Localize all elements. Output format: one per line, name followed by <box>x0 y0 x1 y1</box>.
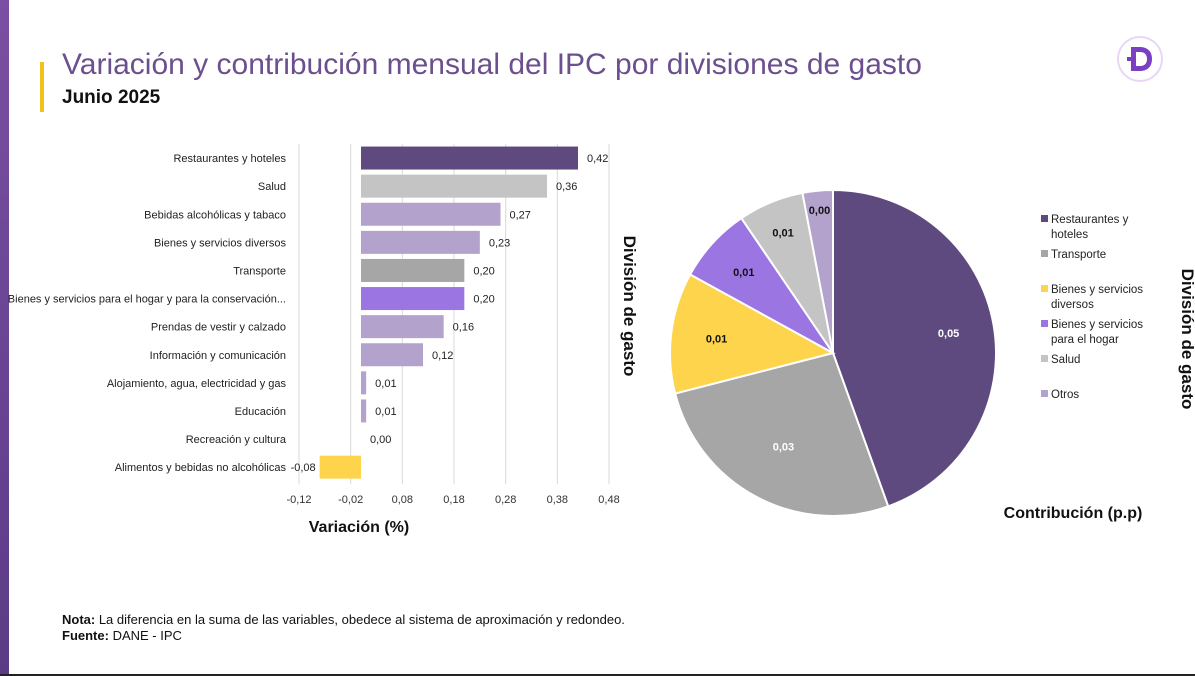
dane-d-logo-icon <box>1117 36 1163 82</box>
fuente-label: Fuente: <box>62 628 109 643</box>
pie-slices <box>669 188 997 517</box>
bar <box>319 455 361 479</box>
pie-chart-title: Contribución (p.p) <box>1004 505 1143 522</box>
pie-slice <box>801 188 834 354</box>
pie-slice <box>669 273 836 395</box>
legend-label: Restaurantes y hoteles <box>1051 214 1129 241</box>
page-subtitle: Junio 2025 <box>62 87 161 108</box>
bar-marks <box>319 146 578 479</box>
legend-label: Salud <box>1051 354 1080 366</box>
bar-value-label: -0,08 <box>291 462 316 474</box>
bar <box>361 174 547 198</box>
legend-label: Transporte <box>1051 249 1106 261</box>
bar-category-label: Información y comunicación <box>150 350 286 362</box>
bar-category-label: Alojamiento, agua, electricidad y gas <box>107 378 287 390</box>
bar-category-label: Recreación y cultura <box>186 434 287 446</box>
nota-text: La diferencia en la suma de las variable… <box>95 612 625 627</box>
fuente-text: DANE - IPC <box>108 628 182 643</box>
bar-x-tick-label: 0,28 <box>495 494 516 506</box>
nota-line: Nota: La diferencia en la suma de las va… <box>62 612 625 628</box>
pie-value-label: 0,03 <box>773 442 794 454</box>
bar <box>361 399 367 423</box>
bar-value-label: 0,36 <box>556 181 577 193</box>
title-accent-bar <box>40 62 44 112</box>
pie-slice <box>673 351 890 517</box>
legend-label: Bienes y servicios diversos <box>1051 284 1143 311</box>
pie-value-label: 0,01 <box>733 267 754 279</box>
legend-swatch <box>1041 320 1048 327</box>
legend-swatch <box>1041 285 1048 292</box>
bar-x-tick-label: -0,12 <box>286 494 311 506</box>
bar-value-label: 0,27 <box>510 209 531 221</box>
pie-value-label: 0,00 <box>809 205 830 217</box>
bar <box>361 287 465 311</box>
bar-value-label: 0,23 <box>489 237 510 249</box>
bar-value-label: 0,01 <box>375 406 396 418</box>
footnotes: Nota: La diferencia en la suma de las va… <box>62 612 625 644</box>
bar-category-label: Bebidas alcohólicas y tabaco <box>144 209 286 221</box>
bar-chart-variacion: Restaurantes y hoteles Salud Bebidas alcoh… <box>8 144 639 536</box>
bar <box>361 371 367 395</box>
bar-value-label: 0,00 <box>370 434 391 446</box>
bar-gridlines <box>298 144 610 485</box>
pie-value-label: 0,01 <box>706 333 727 345</box>
pie-legend: Restaurantes y hoteles Transporte Bienes y … <box>1041 214 1143 401</box>
bar <box>361 202 501 226</box>
pie-legend-title: División de gasto <box>1178 269 1195 410</box>
pie-value-label: 0,05 <box>938 328 959 340</box>
bar <box>361 315 444 339</box>
left-decorative-stripe <box>0 0 9 676</box>
bar-y-axis-label: División de gasto <box>620 236 639 377</box>
bottom-border <box>0 674 1195 676</box>
legend-swatch <box>1041 215 1048 222</box>
bar-x-tick-label: 0,38 <box>547 494 568 506</box>
bar-x-tick-label: 0,18 <box>443 494 464 506</box>
bar <box>361 343 423 367</box>
bar-category-label: Bienes y servicios diversos <box>154 237 287 249</box>
legend-swatch <box>1041 355 1048 362</box>
bar-value-label: 0,20 <box>473 265 494 277</box>
bar-value-label: 0,01 <box>375 378 396 390</box>
bar-category-label: Restaurantes y hoteles <box>173 153 286 165</box>
bar-x-tick-label: 0,48 <box>598 494 619 506</box>
fuente-line: Fuente: DANE - IPC <box>62 628 625 644</box>
pie-value-label: 0,01 <box>772 228 793 240</box>
bar-value-label: 0,20 <box>473 294 494 306</box>
bar-value-labels: 0,42 0,36 0,27 0,23 0,20 0,20 0,16 0,12 0,01 0,01… <box>291 153 609 474</box>
bar-category-label: Salud <box>258 181 286 193</box>
pie-slice <box>832 188 997 508</box>
bar <box>361 258 465 282</box>
nota-label: Nota: <box>62 612 96 627</box>
pie-value-labels: 0,05 0,03 0,01 0,01 0,01 0,00 <box>706 205 959 453</box>
bar-value-label: 0,42 <box>587 153 608 165</box>
page-title: Variación y contribución mensual del IPC… <box>62 48 922 81</box>
bar-x-tick-label: -0,02 <box>338 494 363 506</box>
legend-label: Otros <box>1051 389 1079 401</box>
bar-value-label: 0,16 <box>453 322 474 334</box>
bar-x-axis-label: Variación (%) <box>309 519 409 536</box>
bar-category-label: Prendas de vestir y calzado <box>151 322 286 334</box>
bar-category-label: Educación <box>235 406 286 418</box>
legend-label: Bienes y servicios para el hogar <box>1051 319 1143 346</box>
bar-category-labels: Restaurantes y hoteles Salud Bebidas alcoh… <box>8 153 287 474</box>
bar-category-label: Transporte <box>233 265 286 277</box>
bar <box>361 230 480 254</box>
legend-swatch <box>1041 250 1048 257</box>
bar-category-label: Alimentos y bebidas no alcohólicas <box>115 462 287 474</box>
legend-swatch <box>1041 390 1048 397</box>
bar-x-tick-label: 0,08 <box>392 494 413 506</box>
bar-value-label: 0,12 <box>432 350 453 362</box>
bar-x-tick-labels: -0,12 -0,02 0,08 0,18 0,28 0,38 0,48 <box>286 494 619 506</box>
bar <box>361 146 578 170</box>
bar-category-label: Bienes y servicios para el hogar y para … <box>8 294 286 306</box>
